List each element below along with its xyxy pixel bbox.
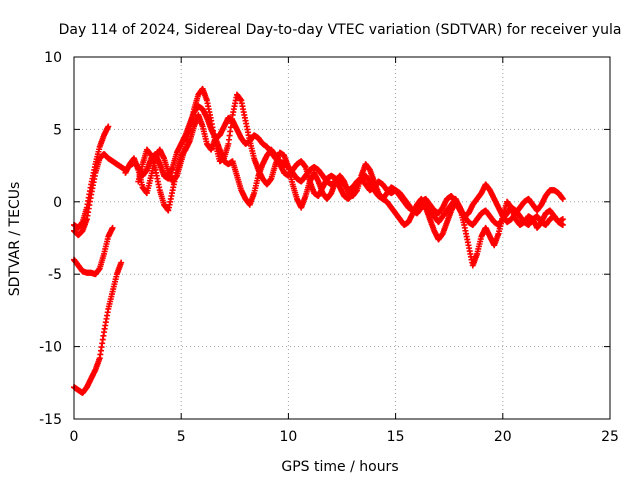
data-points — [71, 85, 566, 396]
y-axis-label: SDTVAR / TECUs — [7, 182, 23, 297]
axis-ticks: 0 5 10 15 20 25 -15 -10 -5 0 5 10 — [39, 50, 619, 445]
data-point — [559, 216, 566, 223]
x-tick-label: 10 — [279, 429, 297, 445]
y-tick-label: 0 — [53, 195, 62, 211]
y-tick-label: 10 — [44, 50, 62, 66]
x-tick-label: 20 — [494, 429, 512, 445]
data-point — [559, 221, 566, 228]
data-point — [559, 195, 566, 202]
data-point — [105, 123, 112, 130]
data-point — [118, 259, 125, 266]
chart-title: Day 114 of 2024, Sidereal Day-to-day VTE… — [59, 22, 622, 38]
y-tick-label: -15 — [39, 412, 62, 428]
x-axis-label: GPS time / hours — [281, 459, 398, 475]
x-tick-label: 25 — [601, 429, 619, 445]
x-tick-label: 15 — [387, 429, 405, 445]
x-tick-label: 5 — [177, 429, 186, 445]
y-tick-label: -5 — [48, 267, 62, 283]
plot-frame — [73, 56, 611, 420]
y-tick-label: -10 — [39, 340, 62, 356]
data-point — [109, 224, 116, 231]
x-tick-label: 0 — [70, 429, 79, 445]
y-tick-label: 5 — [53, 122, 62, 138]
grid-lines — [74, 57, 610, 419]
